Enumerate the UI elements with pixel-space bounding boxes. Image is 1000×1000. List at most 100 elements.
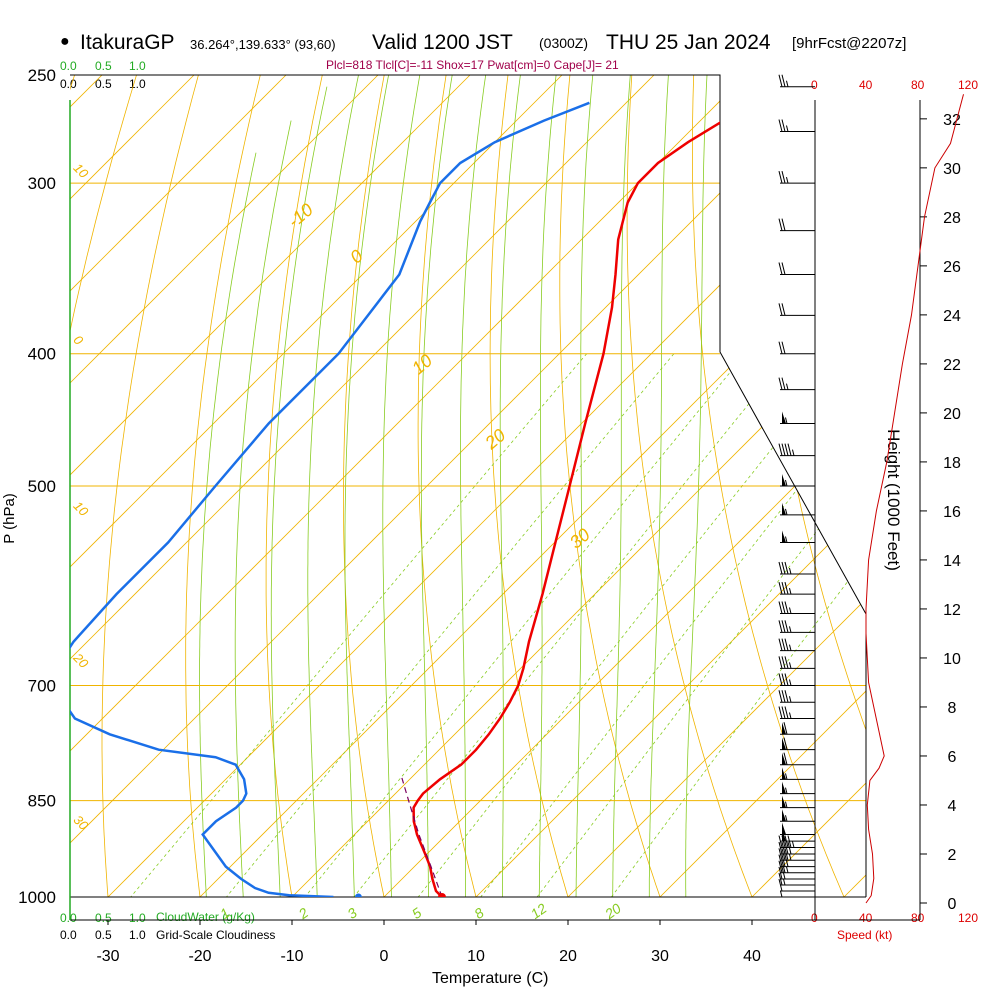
height-tick-label: 22: [943, 357, 961, 374]
surface-temperature-marker: [437, 893, 446, 897]
wind-barb-full: [778, 706, 783, 719]
moist-adiabat-line: [538, 75, 557, 897]
temperature-axis-label: Temperature (C): [432, 970, 549, 987]
wind-barb-full: [781, 74, 786, 87]
wind-barb-flag: [782, 530, 786, 543]
valid-utc: (0300Z): [539, 35, 589, 51]
mixing-ratio-line: [330, 353, 790, 897]
wind-barb-flag: [782, 737, 786, 750]
wind-barb-half: [789, 662, 792, 669]
isotherm-edge-label: 30: [70, 812, 91, 833]
pressure-tick-label: 400: [28, 345, 56, 364]
wind-barb-half: [786, 176, 789, 184]
height-tick-label: 0: [948, 896, 957, 913]
isotherm-line: [538, 75, 866, 897]
wind-barb-full: [784, 601, 789, 614]
speed-tick-bottom: 40: [859, 911, 873, 925]
wind-barb-full: [781, 673, 786, 686]
wind-barb-half: [789, 644, 792, 651]
wind-barb-half: [786, 125, 789, 132]
wind-barb: [778, 690, 815, 703]
wind-barb-full: [778, 303, 783, 316]
wind-barb-flag: [782, 411, 786, 424]
isotherm-line: [78, 75, 866, 897]
moist-adiabat-line: [575, 75, 594, 897]
wind-barb-full: [783, 752, 788, 765]
dry-adiabat-line: [265, 75, 355, 897]
wind-barb: [778, 673, 815, 687]
height-tick-label: 24: [943, 308, 961, 325]
height-tick-label: 28: [943, 210, 961, 227]
wind-barb-half: [785, 773, 788, 780]
height-tick-label: 12: [943, 602, 961, 619]
wind-barb-half: [792, 841, 795, 848]
wind-barb: [778, 303, 815, 316]
wind-barb-full: [778, 218, 783, 231]
wind-barb: [780, 781, 815, 795]
wind-barb-full: [781, 262, 786, 275]
isotherm-line: [814, 75, 866, 897]
isotherm-line: [70, 75, 787, 897]
dry-adiabat-label: -10: [284, 199, 317, 231]
wind-barb-half: [780, 890, 783, 898]
wind-barb-half: [789, 679, 792, 686]
top-cloudiness-tick: 0.5: [95, 77, 112, 91]
wind-barb-half: [785, 479, 788, 487]
isotherm-line: [70, 75, 866, 897]
wind-speed-profile: [865, 94, 964, 904]
wind-barb-full: [778, 673, 783, 686]
temperature-tick-label: 30: [651, 948, 669, 965]
wind-barb-flag: [782, 752, 786, 765]
wind-barb: [780, 809, 815, 822]
speed-tick-bottom: 120: [958, 911, 979, 925]
isotherm-line: [70, 75, 327, 897]
height-tick-label: 18: [943, 455, 961, 472]
wind-barb: [778, 218, 815, 232]
isotherm-line: [70, 75, 419, 897]
height-tick-label: 30: [943, 161, 961, 178]
isotherm-line: [630, 75, 866, 897]
wind-barb: [780, 890, 815, 898]
wind-barb-full: [781, 690, 786, 703]
wind-barb: [778, 706, 815, 719]
bottom-cloudiness-tick: 1.0: [129, 928, 146, 942]
wind-barb-half: [786, 383, 789, 390]
parcel-path: [401, 777, 443, 897]
wind-barb: [778, 638, 815, 652]
wind-barb: [780, 502, 815, 516]
wind-barb-half: [785, 801, 788, 808]
wind-barb-full: [781, 620, 786, 633]
wind-barb-full: [778, 581, 783, 595]
isotherm-line: [70, 75, 143, 897]
isotherm-line: [70, 75, 511, 897]
wind-barb-full: [781, 443, 786, 456]
height-tick-label: 14: [943, 553, 961, 570]
height-tick-label: 4: [948, 798, 957, 815]
moist-adiabat-line: [382, 75, 421, 897]
wind-barb-full: [778, 119, 783, 132]
wind-barb: [780, 722, 815, 735]
wind-barb-full: [778, 170, 783, 184]
wind-barb-full: [784, 706, 789, 719]
wind-barb-full: [778, 601, 783, 614]
wind-barb: [780, 530, 815, 544]
moist-adiabat-line: [234, 120, 292, 897]
moist-adiabat-line: [420, 75, 453, 897]
mixing-ratio-label: 12: [528, 900, 550, 922]
isotherm-line: [446, 75, 866, 897]
moist-adiabat-line: [344, 75, 389, 897]
wind-barb-full: [781, 601, 786, 614]
dry-adiabat-label: 10: [408, 350, 436, 378]
wind-barb-full: [778, 341, 783, 354]
mixing-ratio-label: 3: [344, 904, 360, 922]
pressure-tick-label: 700: [28, 677, 56, 696]
isotherm-edge-label: 10: [70, 160, 91, 181]
mixing-ratio-label: 1: [217, 904, 233, 922]
wind-barb-flag: [782, 767, 786, 780]
wind-barb-full: [781, 377, 786, 390]
wind-barb-half: [789, 712, 792, 719]
wind-barb: [778, 74, 815, 88]
dry-adiabat-line: [343, 75, 413, 897]
wind-barb: [780, 752, 815, 766]
dry-adiabat-line: [0, 0, 5, 926]
